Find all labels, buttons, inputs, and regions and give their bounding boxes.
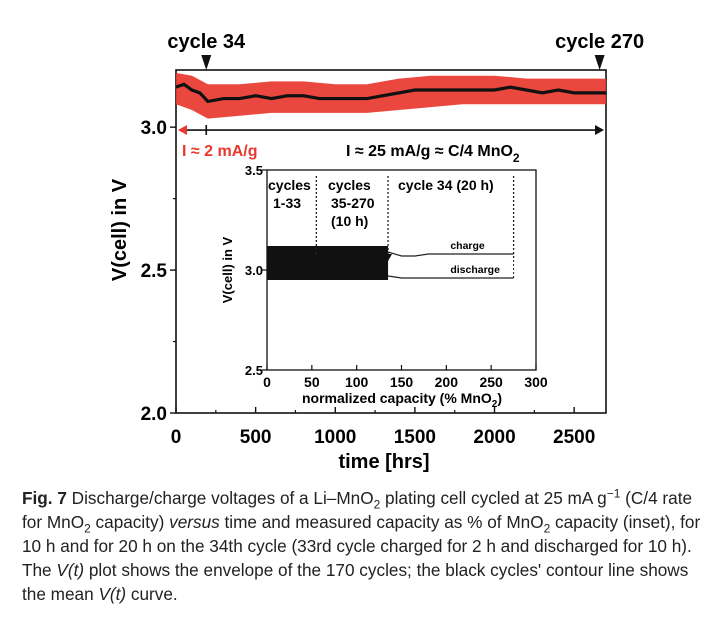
caption-text-4: capacity): [90, 512, 170, 532]
inset-x-tick-label: 50: [304, 374, 320, 390]
inset-x-tick-label: 250: [479, 374, 503, 390]
inset-divider-arrow: [312, 254, 321, 261]
inset-region-label: 35-270: [331, 195, 375, 211]
inset-chart: charge discharge cycles 1-33 cycles 35-270 (1…: [220, 163, 548, 410]
high-current-annotation: I ≈ 25 mA/g ≈ C/4 MnO2: [346, 143, 520, 165]
caption-text-8: curve.: [126, 584, 178, 604]
inset-discharge-label: discharge: [450, 264, 500, 276]
current-region-arrow: [178, 125, 604, 136]
main-x-tick-label: 1000: [314, 427, 356, 448]
arrow-head-left: [178, 125, 187, 136]
caption-italic-1: versus: [169, 512, 220, 532]
cycle-marker-label: cycle 34: [167, 31, 246, 53]
inset-region-label: cycle 34 (20 h): [398, 177, 494, 193]
main-chart: cycle 34 cycle 270 0 500 1000 1500 2000 2500 2…: [109, 31, 644, 473]
cycle-marker-triangle: [201, 55, 212, 70]
arrow-head-right: [595, 125, 604, 136]
main-x-tick-label: 2500: [553, 427, 595, 448]
inset-y-tick-label: 2.5: [245, 363, 263, 378]
inset-x-tick-label: 150: [390, 374, 414, 390]
inset-x-tick-label: 100: [345, 374, 369, 390]
caption-sub-3: 2: [543, 521, 551, 536]
main-y-ticks: 2.0 2.5 3.0: [141, 118, 176, 425]
mean-line-path: [175, 82, 606, 104]
cycle-marker-triangle: [594, 55, 605, 70]
inset-x-tick-label: 0: [263, 374, 271, 390]
inset-region-dividers: cycles 1-33 cycles 35-270 (10 h) cycle 34 (20…: [268, 176, 515, 261]
caption-italic-3: V(t): [98, 584, 127, 604]
inset-charge-label: charge: [450, 240, 485, 252]
main-y-tick-label: 3.0: [141, 118, 167, 139]
inset-charge-line: [387, 251, 514, 257]
inset-band-area: [267, 246, 389, 280]
caption-text-6: capacity (inset), for 10 h and for 20 h …: [22, 512, 701, 580]
caption-label: Fig. 7: [22, 488, 67, 508]
main-x-axis-label: time [hrs]: [338, 451, 429, 473]
inset-y-tick-label: 3.5: [245, 163, 263, 178]
caption-text-5: time and measured capacity as % of MnO: [219, 512, 544, 532]
inset-region-label: 1-33: [273, 195, 301, 211]
figure-caption: Fig. 7 Discharge/charge voltages of a Li…: [22, 486, 702, 606]
caption-sub-1: 2: [373, 497, 381, 512]
inset-region-label: cycles: [268, 177, 311, 193]
high-current-annotation-sub: 2: [513, 151, 520, 165]
main-x-tick-label: 0: [171, 427, 182, 448]
inset-divider-arrow: [384, 254, 393, 261]
main-y-tick-label: 2.5: [141, 261, 168, 282]
inset-x-axis-label-sub: 2: [492, 399, 498, 410]
inset-y-tick-label: 3.0: [245, 263, 263, 278]
inset-x-tick-label: 200: [435, 374, 459, 390]
caption-text-1: Discharge/charge voltages of a Li–MnO: [66, 488, 374, 508]
high-current-annotation-text: I ≈ 25 mA/g ≈ C/4 MnO: [346, 143, 513, 160]
cycle-marker-label: cycle 270: [555, 31, 644, 53]
low-current-annotation: I ≈ 2 mA/g: [182, 143, 257, 160]
inset-cycle-34-lines: charge discharge: [387, 240, 515, 279]
cycle-markers: cycle 34 cycle 270: [167, 31, 644, 70]
main-x-tick-label: 2000: [473, 427, 515, 448]
caption-text-2: plating cell cycled at 25 mA g: [380, 488, 607, 508]
caption-text-7: plot shows the envelope of the 170 cycle…: [22, 560, 689, 604]
main-x-tick-label: 500: [240, 427, 272, 448]
inset-region-label: (10 h): [331, 213, 368, 229]
inset-x-tick-label: 300: [524, 374, 548, 390]
main-x-ticks: 0 500 1000 1500 2000 2500: [171, 407, 595, 448]
inset-region-label: cycles: [328, 177, 371, 193]
inset-y-ticks: 2.5 3.0 3.5: [245, 163, 267, 378]
caption-sub-2: 2: [84, 521, 91, 536]
inset-cycles-band: [267, 246, 389, 280]
inset-x-axis-label-end: ): [497, 390, 502, 406]
main-x-tick-label: 1500: [394, 427, 436, 448]
inset-y-axis-label: V(cell) in V: [220, 236, 235, 303]
inset-x-axis-label-text: normalized capacity (% MnO: [302, 390, 492, 406]
caption-text-3: (C/4 rate for MnO: [22, 488, 693, 532]
main-y-axis-label: V(cell) in V: [109, 178, 131, 281]
caption-italic-2: V(t): [56, 560, 85, 580]
inset-x-axis-label: normalized capacity (% MnO2): [302, 390, 502, 410]
caption-sup-1: −1: [606, 486, 621, 501]
main-plot-frame: [175, 69, 607, 414]
main-y-tick-label: 2.0: [141, 404, 167, 425]
inset-discharge-line: [387, 275, 514, 279]
inset-x-ticks: 0 50 100 150 200 250 300: [263, 365, 548, 390]
main-mean-line: [175, 82, 606, 104]
